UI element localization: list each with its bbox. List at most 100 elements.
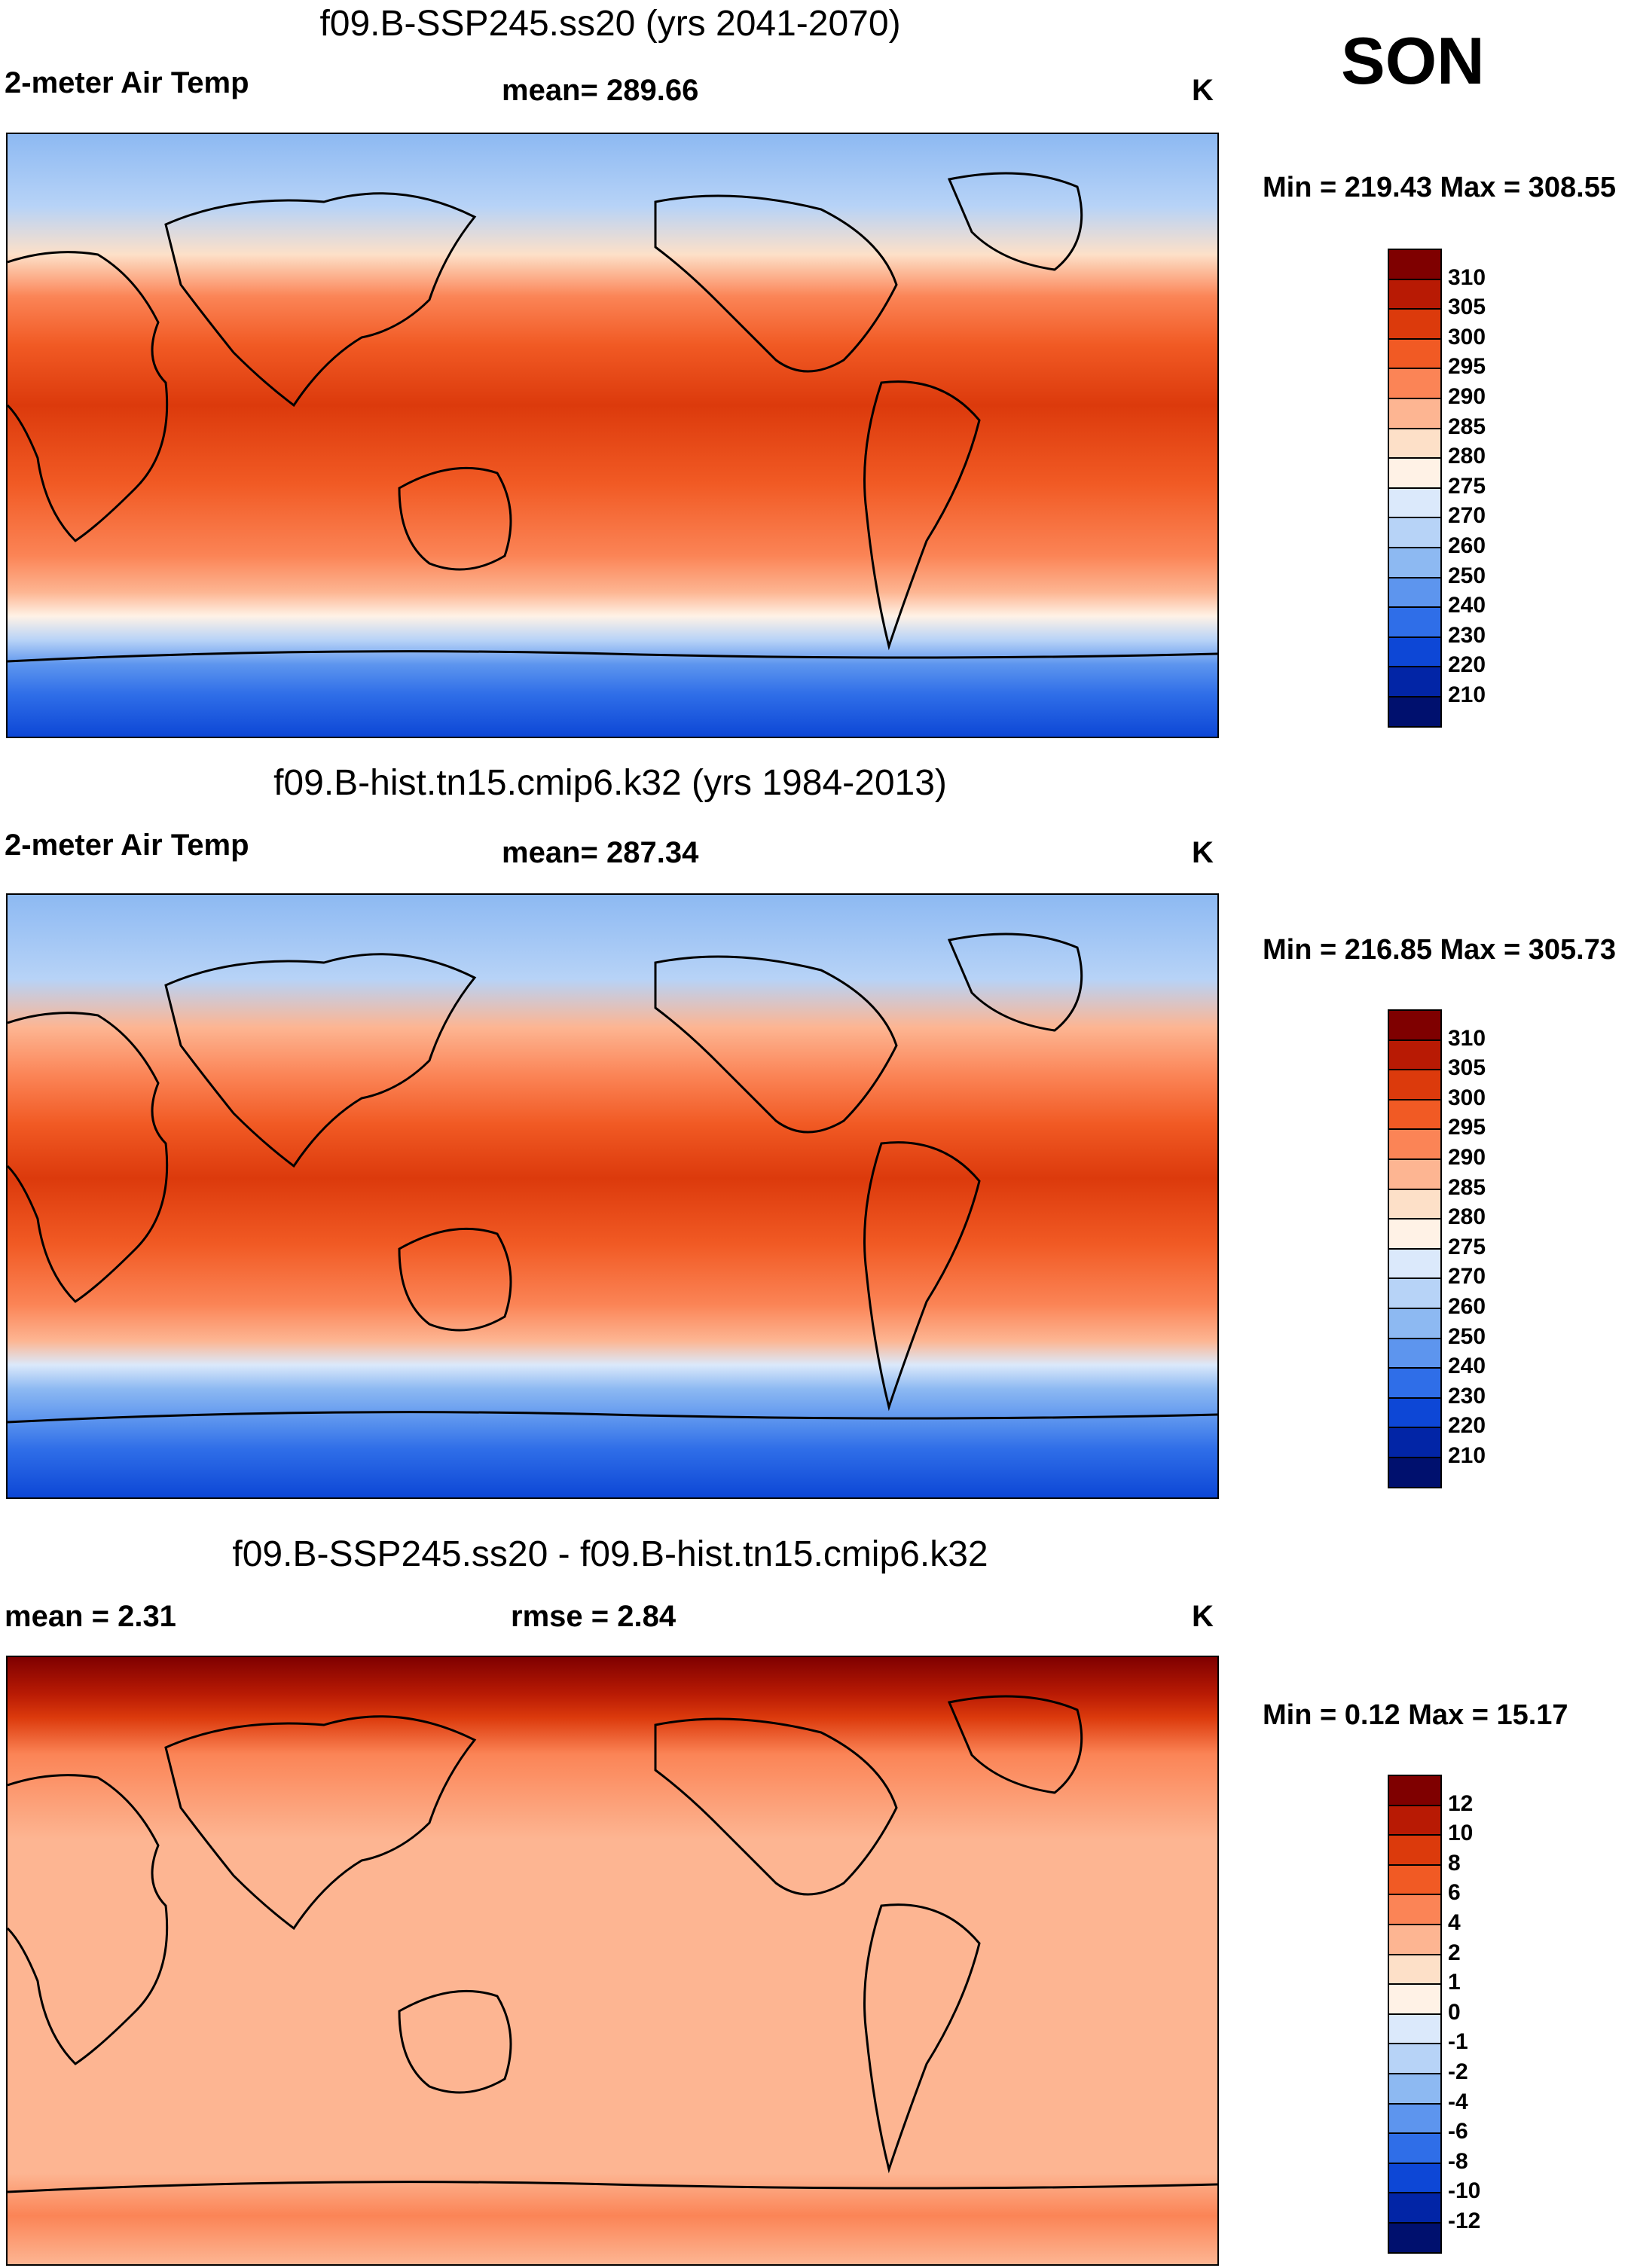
colorbar-tick-label: 275 xyxy=(1448,1234,1486,1259)
colorbar-tick-label: 230 xyxy=(1448,622,1486,648)
colorbar-swatch xyxy=(1388,1397,1442,1429)
colorbar-swatch xyxy=(1388,1247,1442,1280)
colorbar-swatch xyxy=(1388,1069,1442,1100)
colorbar-swatch xyxy=(1388,1804,1442,1836)
colorbar-tick-label: -4 xyxy=(1448,2089,1468,2114)
colorbar-swatch xyxy=(1388,1457,1442,1488)
colorbar-tick-label: 295 xyxy=(1448,1115,1486,1140)
colorbar-swatch xyxy=(1388,1009,1442,1041)
colorbar-tick-label: 300 xyxy=(1448,1085,1486,1110)
colorbar-swatch xyxy=(1388,249,1442,280)
colorbar-swatch xyxy=(1388,2043,1442,2074)
colorbar-swatch xyxy=(1388,2102,1442,2135)
colorbar-swatch xyxy=(1388,1277,1442,1309)
colorbar-swatch xyxy=(1388,636,1442,668)
colorbar-swatch xyxy=(1388,1427,1442,1458)
colorbar-tick-label: 260 xyxy=(1448,1294,1486,1319)
rmse-label: rmse = 2.84 xyxy=(511,1600,677,1633)
colorbar-swatch xyxy=(1388,1039,1442,1071)
colorbar-tick-label: 290 xyxy=(1448,1145,1486,1170)
map-svg xyxy=(8,134,1217,737)
colorbar-swatch xyxy=(1388,457,1442,489)
colorbar-swatch xyxy=(1388,1337,1442,1369)
colorbar-swatch xyxy=(1388,2162,1442,2194)
colorbar-swatch xyxy=(1388,2192,1442,2224)
colorbar-swatch xyxy=(1388,1953,1442,1986)
colorbar-tick-label: 240 xyxy=(1448,593,1486,618)
colorbar-swatch xyxy=(1388,398,1442,429)
colorbar-tick-label: -10 xyxy=(1448,2178,1481,2204)
colorbar-swatch xyxy=(1388,427,1442,459)
colorbar-tick-label: 260 xyxy=(1448,533,1486,558)
colorbar-swatch xyxy=(1388,696,1442,728)
colorbar-tick-label: 250 xyxy=(1448,563,1486,588)
difference-map xyxy=(6,1656,1219,2266)
diff-mean-label: mean = 2.31 xyxy=(5,1600,176,1633)
colorbar-swatch xyxy=(1388,1218,1442,1250)
map-svg xyxy=(8,1657,1217,2264)
colorbar-tick-label: 285 xyxy=(1448,1174,1486,1200)
colorbar-tick-label: 305 xyxy=(1448,1055,1486,1081)
colorbar-swatch xyxy=(1388,2132,1442,2164)
temperature-map-ssp245 xyxy=(6,133,1219,738)
colorbar-tick-label: 4 xyxy=(1448,1910,1461,1935)
panel-title: f09.B-hist.tn15.cmip6.k32 (yrs 1984-2013… xyxy=(273,763,947,803)
colorbar-tick-label: 275 xyxy=(1448,473,1486,499)
colorbar-swatch xyxy=(1388,666,1442,697)
colorbar-tick-label: 295 xyxy=(1448,354,1486,380)
colorbar-tick-label: 285 xyxy=(1448,414,1486,439)
colorbar-tick-label: 210 xyxy=(1448,682,1486,707)
colorbar-tick-label: -6 xyxy=(1448,2119,1468,2144)
coastlines xyxy=(8,1695,1217,2193)
mean-label: mean= 287.34 xyxy=(502,836,699,869)
colorbar-tick-label: 240 xyxy=(1448,1354,1486,1379)
colorbar-tick-label: -2 xyxy=(1448,2059,1468,2084)
colorbar-tick-label: 220 xyxy=(1448,652,1486,678)
colorbar-swatch xyxy=(1388,1924,1442,1955)
min-max-label: Min = 0.12 Max = 15.17 xyxy=(1263,1699,1568,1731)
map-svg xyxy=(8,895,1217,1497)
mean-label: mean= 289.66 xyxy=(502,74,699,107)
colorbar-swatch xyxy=(1388,1128,1442,1160)
colorbar-swatch xyxy=(1388,1098,1442,1131)
colorbar-tick-label: -8 xyxy=(1448,2148,1468,2174)
colorbar-swatch xyxy=(1388,368,1442,399)
colorbar-tick-label: 280 xyxy=(1448,1204,1486,1230)
colorbar-swatch xyxy=(1388,487,1442,519)
panel-title: f09.B-SSP245.ss20 - f09.B-hist.tn15.cmip… xyxy=(232,1534,988,1574)
colorbar-tick-label: -12 xyxy=(1448,2208,1481,2233)
variable-label: 2-meter Air Temp xyxy=(5,829,249,862)
colorbar-swatch xyxy=(1388,547,1442,578)
colorbar-swatch xyxy=(1388,1308,1442,1339)
colorbar-swatch xyxy=(1388,1894,1442,1925)
colorbar-swatch xyxy=(1388,1158,1442,1190)
min-max-label: Min = 216.85 Max = 305.73 xyxy=(1263,934,1616,966)
colorbar-swatch xyxy=(1388,337,1442,370)
panel-title: f09.B-SSP245.ss20 (yrs 2041-2070) xyxy=(319,4,901,44)
season-label: SON xyxy=(1341,23,1485,98)
colorbar-tick-label: 310 xyxy=(1448,1025,1486,1051)
temperature-map-hist xyxy=(6,893,1219,1499)
colorbar-tick-label: 10 xyxy=(1448,1821,1474,1846)
colorbar-swatch xyxy=(1388,2222,1442,2254)
colorbar-tick-label: 310 xyxy=(1448,264,1486,290)
coastlines xyxy=(8,172,1217,663)
colorbar-swatch xyxy=(1388,278,1442,310)
colorbar-tick-label: 250 xyxy=(1448,1323,1486,1349)
colorbar-tick-label: 210 xyxy=(1448,1443,1486,1468)
colorbar-tick-label: 1 xyxy=(1448,1970,1461,1995)
colorbar-tick-label: 0 xyxy=(1448,1999,1461,2025)
colorbar-tick-label: 280 xyxy=(1448,444,1486,469)
coastlines xyxy=(8,933,1217,1424)
colorbar-swatch xyxy=(1388,1983,1442,2015)
colorbar-tick-label: 2 xyxy=(1448,1940,1461,1965)
colorbar-tick-label: 270 xyxy=(1448,503,1486,529)
colorbar-swatch xyxy=(1388,1775,1442,1806)
colorbar-tick-label: 300 xyxy=(1448,324,1486,350)
colorbar-tick-label: 230 xyxy=(1448,1383,1486,1409)
colorbar-swatch xyxy=(1388,1834,1442,1866)
colorbar-swatch xyxy=(1388,2073,1442,2105)
min-max-label: Min = 219.43 Max = 308.55 xyxy=(1263,172,1616,203)
units-label: K xyxy=(1192,74,1214,107)
colorbar-swatch xyxy=(1388,308,1442,340)
